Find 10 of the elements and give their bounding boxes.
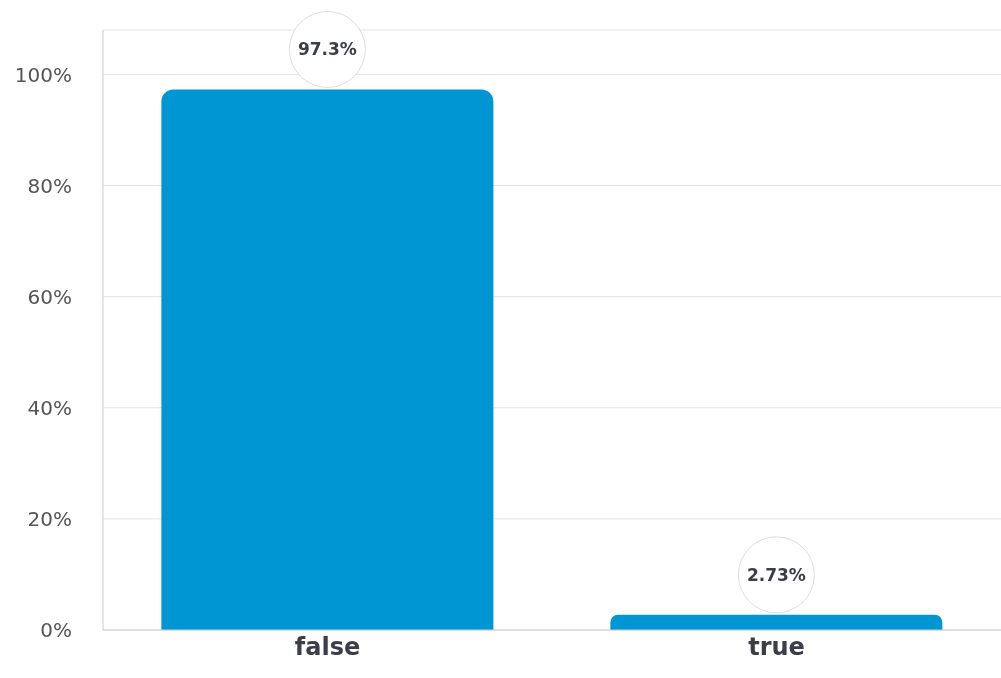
x-tick-label: true	[748, 633, 805, 662]
y-tick-label: 20%	[27, 506, 72, 531]
y-tick-label: 60%	[27, 284, 72, 309]
y-tick-label: 0%	[40, 618, 72, 643]
data-label: 97.3%	[297, 39, 357, 60]
y-tick-label: 80%	[27, 173, 72, 198]
y-tick-label: 100%	[14, 62, 72, 87]
y-tick-label: 40%	[27, 395, 72, 420]
data-label: 2.73%	[746, 564, 806, 585]
x-tick-label: false	[294, 633, 361, 662]
